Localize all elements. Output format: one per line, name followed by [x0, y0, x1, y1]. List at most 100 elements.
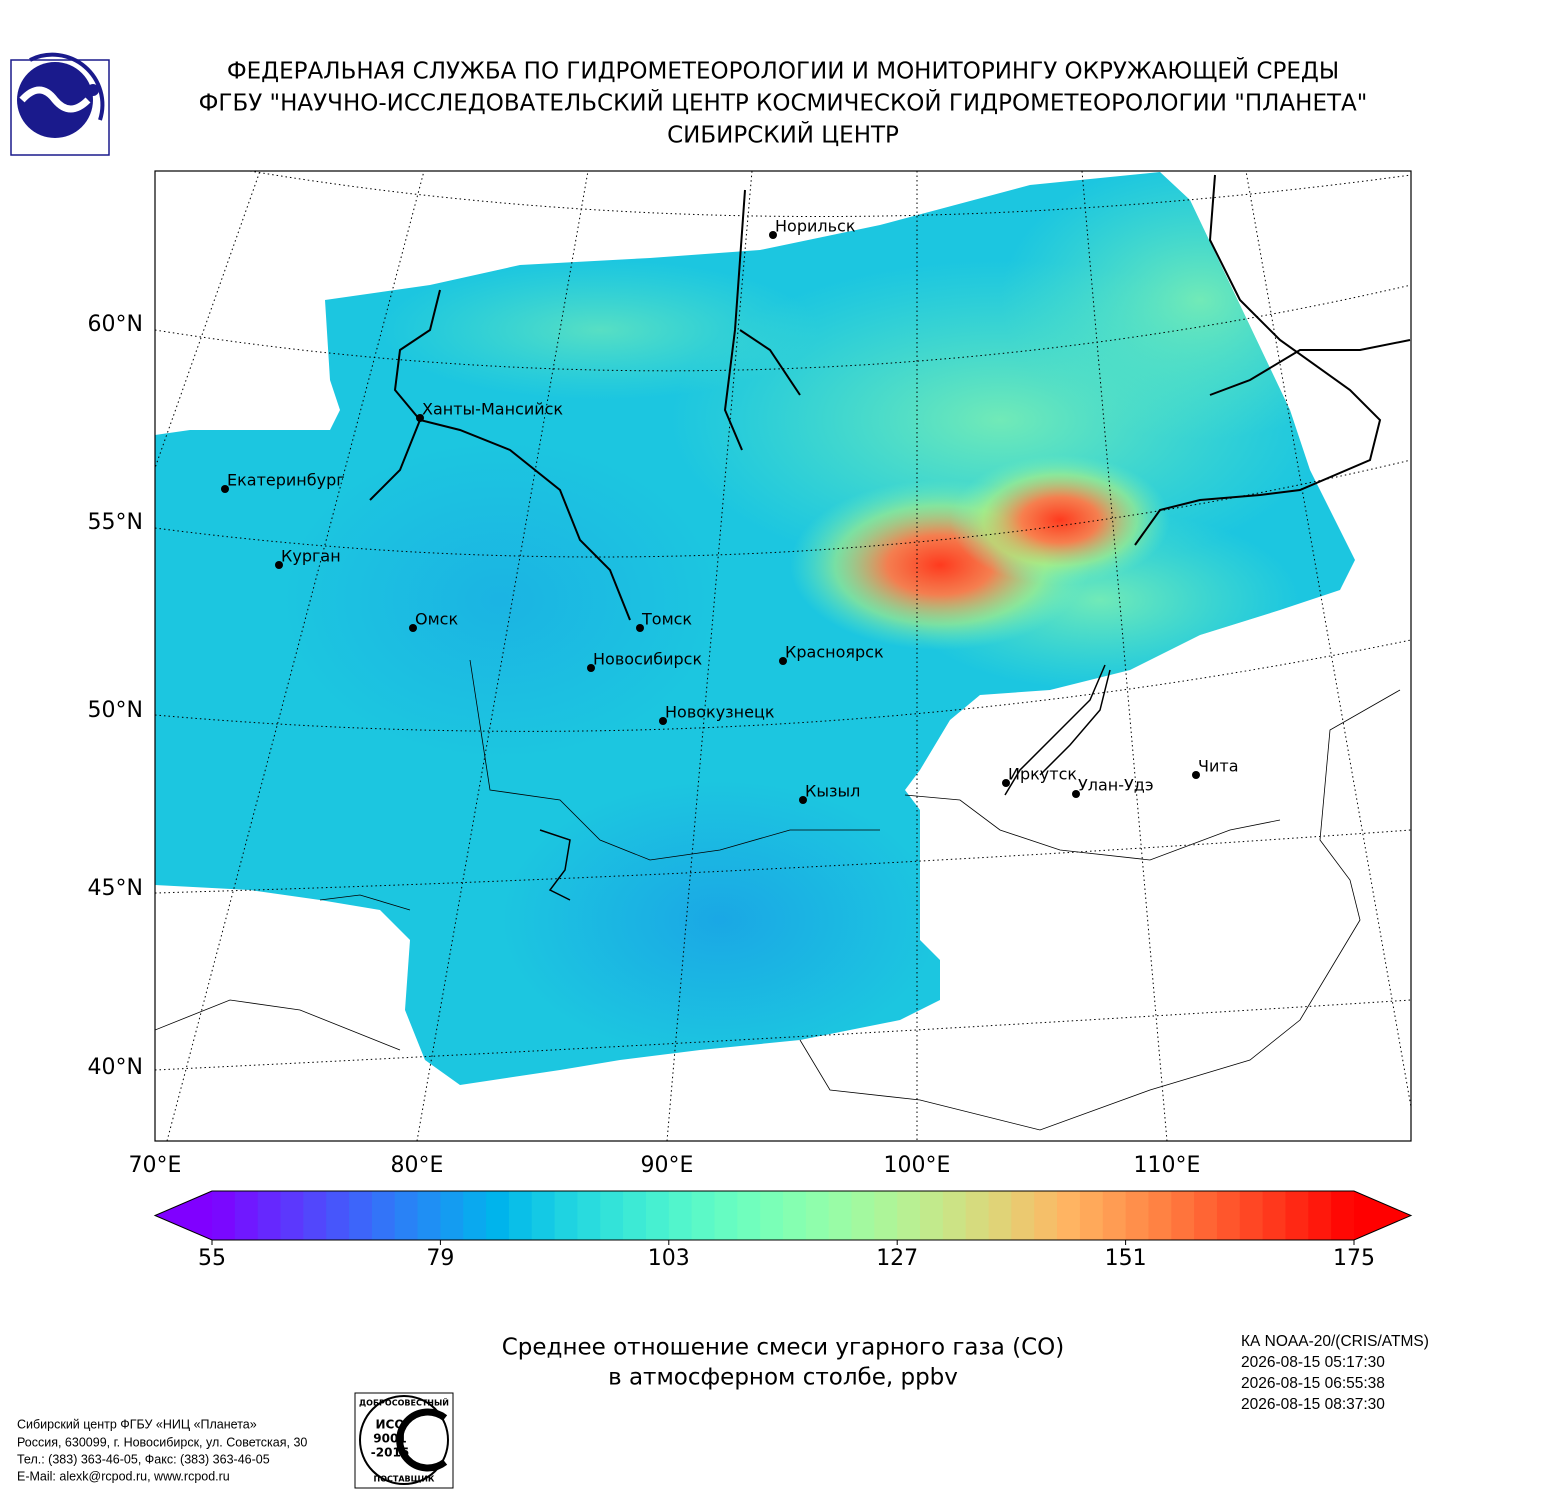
colorbar-swatch [1125, 1191, 1150, 1240]
colorbar-swatch [349, 1191, 373, 1240]
colorbar-tick-label: 175 [1333, 1246, 1375, 1271]
colorbar-swatch [691, 1191, 716, 1240]
colorbar-swatch [805, 1191, 830, 1240]
agency-logo [10, 52, 110, 156]
colorbar-swatch [577, 1191, 601, 1240]
colorbar-swatch [828, 1191, 853, 1240]
colorbar-swatch [737, 1191, 761, 1240]
colorbar-extend-high [1354, 1191, 1411, 1240]
colorbar-swatch [1079, 1191, 1104, 1240]
footer-line: Тел.: (383) 363-46-05, Факс: (383) 363-4… [17, 1452, 270, 1466]
colorbar-swatch [1102, 1191, 1127, 1240]
colorbar-swatch [531, 1191, 556, 1240]
colorbar-swatch [486, 1191, 510, 1240]
colorbar-swatch [1148, 1191, 1172, 1240]
lon-label: 70°E [129, 1153, 182, 1178]
city-label: Иркутск [1008, 765, 1077, 784]
iso-bottom: ПОСТАВЩИК [374, 1475, 435, 1484]
colorbar-swatch [394, 1191, 419, 1240]
city-label: Омск [415, 610, 458, 629]
caption-line: в атмосферном столбе, ppbv [608, 1365, 958, 1391]
colorbar-tick-label: 151 [1105, 1246, 1147, 1271]
colorbar-swatch [257, 1191, 282, 1240]
city-label: Улан-Удэ [1078, 776, 1154, 795]
city-marker [275, 561, 283, 569]
colorbar-swatch [463, 1191, 487, 1240]
city-marker [799, 796, 807, 804]
lon-label: 100°E [884, 1153, 951, 1178]
colorbar-swatch [645, 1191, 670, 1240]
colorbar-swatch [417, 1191, 441, 1240]
colorbar-swatch [851, 1191, 875, 1240]
city-marker [416, 414, 424, 422]
city-label: Екатеринбург [227, 471, 345, 490]
colorbar-swatch [1239, 1191, 1264, 1240]
lon-label: 110°E [1134, 1153, 1201, 1178]
lon-label: 90°E [641, 1153, 694, 1178]
colorbar-swatch [508, 1191, 533, 1240]
city-marker [769, 231, 777, 239]
satellite-line: 2026-08-15 08:37:30 [1241, 1396, 1385, 1413]
footer-line: Сибирский центр ФГБУ «НИЦ «Планета» [17, 1417, 257, 1431]
iso-logo: ДОБРОСОВЕСТНЫЙ ИСО 9001 -2015 ПОСТАВЩИК [354, 1392, 454, 1489]
city-marker [1072, 790, 1080, 798]
colorbar-swatch [942, 1191, 967, 1240]
colorbar-swatch [760, 1191, 784, 1240]
caption-line: Среднее отношение смеси угарного газа (C… [502, 1335, 1065, 1361]
iso-line: ИСО [375, 1418, 404, 1432]
lon-label: 80°E [391, 1153, 444, 1178]
lat-label: 60°N [88, 312, 143, 337]
colorbar-swatch [783, 1191, 807, 1240]
colorbar-tick-label: 127 [876, 1246, 918, 1271]
colorbar-swatch [965, 1191, 990, 1240]
header-line: ФГБУ "НАУЧНО-ИССЛЕДОВАТЕЛЬСКИЙ ЦЕНТР КОС… [199, 89, 1368, 117]
colorbar-swatch [1262, 1191, 1287, 1240]
colorbar-swatch [668, 1191, 693, 1240]
lat-label: 40°N [88, 1055, 143, 1080]
colorbar-swatch [714, 1191, 738, 1240]
city-label: Курган [281, 547, 341, 566]
city-marker [409, 624, 417, 632]
colorbar-tick-label: 55 [198, 1246, 226, 1271]
iso-line: 9001 [373, 1432, 406, 1446]
city-label: Новосибирск [593, 650, 702, 669]
city-marker [587, 664, 595, 672]
footer-line: Россия, 630099, г. Новосибирск, ул. Сове… [17, 1435, 307, 1449]
city-label: Чита [1198, 757, 1239, 776]
footer-line: E-Mail: alexk@rcpod.ru, www.rcpod.ru [17, 1469, 230, 1483]
co-field [155, 172, 1355, 1085]
city-label: Новокузнецк [665, 703, 775, 722]
city-marker [636, 624, 644, 632]
iso-top: ДОБРОСОВЕСТНЫЙ [359, 1397, 449, 1408]
city-marker [221, 485, 229, 493]
colorbar-swatch [1216, 1191, 1241, 1240]
colorbar-swatch [1171, 1191, 1195, 1240]
colorbar-swatch [303, 1191, 327, 1240]
city-marker [779, 657, 787, 665]
colorbar-swatch [234, 1191, 259, 1240]
colorbar-swatch [212, 1191, 236, 1240]
colorbar-swatch [1034, 1191, 1058, 1240]
header-line: СИБИРСКИЙ ЦЕНТР [667, 121, 899, 149]
city-label: Ханты-Мансийск [422, 400, 563, 419]
colorbar-swatch [874, 1191, 898, 1240]
iso-line: -2015 [371, 1446, 409, 1460]
lat-label: 55°N [88, 510, 143, 535]
colorbar-swatch [280, 1191, 304, 1240]
colorbar-swatch [988, 1191, 1012, 1240]
colorbar-extend-low [155, 1191, 212, 1240]
city-label: Красноярск [785, 643, 884, 662]
city-label: Томск [641, 610, 692, 629]
colorbar-swatch [1057, 1191, 1081, 1240]
city-marker [1192, 771, 1200, 779]
colorbar-swatch [1331, 1191, 1355, 1240]
colorbar-swatch [326, 1191, 350, 1240]
colorbar-swatch [1011, 1191, 1035, 1240]
colorbar-swatch [371, 1191, 396, 1240]
colorbar-swatch [1308, 1191, 1332, 1240]
colorbar-swatch [623, 1191, 647, 1240]
colorbar-swatch [1194, 1191, 1218, 1240]
